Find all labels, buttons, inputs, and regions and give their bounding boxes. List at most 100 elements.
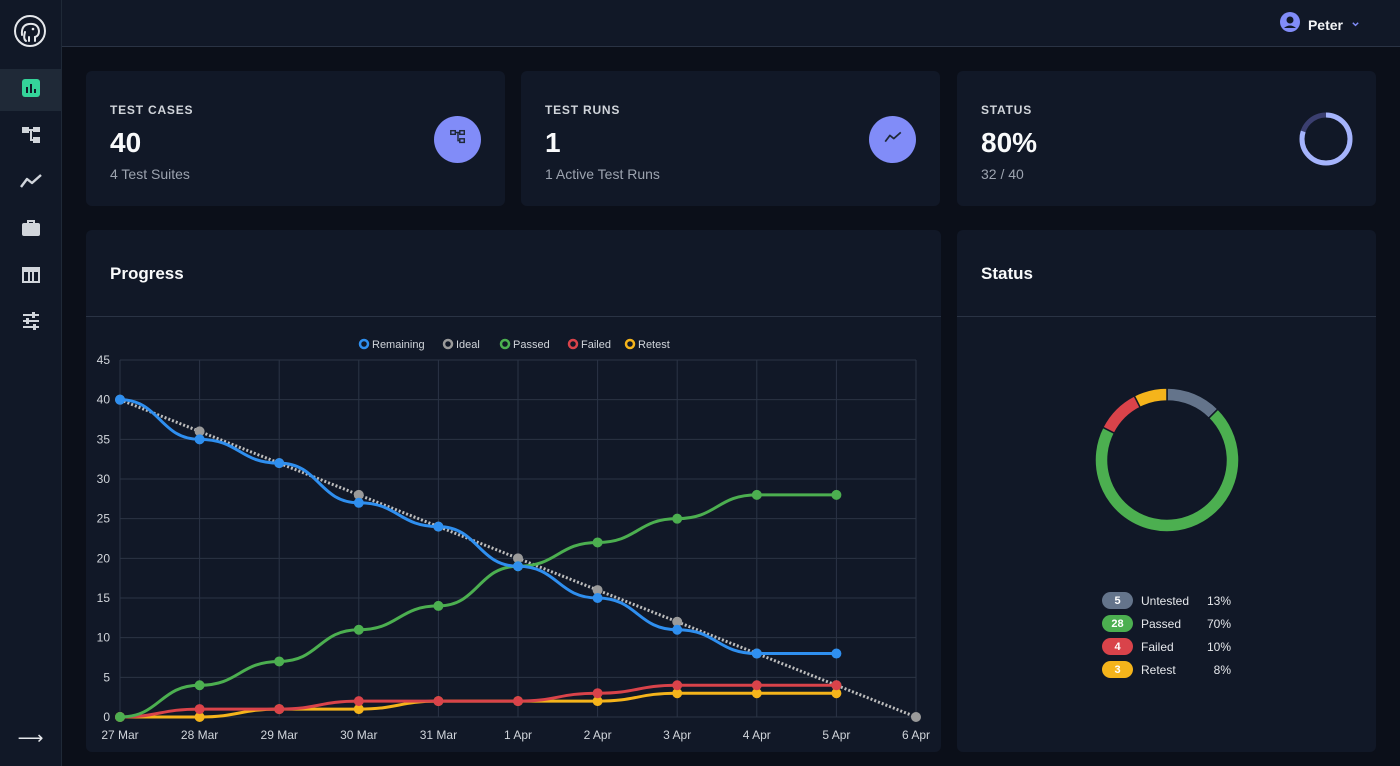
remaining-data-point xyxy=(353,497,364,508)
remaining-data-point xyxy=(274,458,285,469)
y-tick-label: 25 xyxy=(97,512,111,526)
x-tick-label: 1 Apr xyxy=(504,728,532,742)
hierarchy-icon xyxy=(449,128,467,151)
status-panel: Status 5 Untested 13% 28 Passed 70% 4 Failed 10%… xyxy=(957,230,1376,752)
status-panel-title: Status xyxy=(981,264,1033,283)
untested-count-badge: 5 xyxy=(1102,592,1133,609)
passed-data-point xyxy=(274,656,285,667)
nav-item-test-suites[interactable] xyxy=(0,116,61,158)
test-runs-icon-badge xyxy=(869,116,916,163)
failed-legend-label: Failed xyxy=(581,339,611,351)
nav-item-projects[interactable] xyxy=(0,209,61,251)
retest-count-badge: 3 xyxy=(1102,661,1133,678)
untested-percent: 13% xyxy=(1207,593,1232,608)
nav-item-tables[interactable] xyxy=(0,256,61,298)
test-suites-count: 4 Test Suites xyxy=(110,166,190,182)
passed-legend-label: Passed xyxy=(513,339,550,351)
remaining-data-point xyxy=(672,624,683,635)
nav-item-settings[interactable] xyxy=(0,302,61,344)
failed-data-point xyxy=(831,680,842,691)
trend-line-icon xyxy=(19,172,42,195)
active-test-runs: 1 Active Test Runs xyxy=(545,166,660,182)
y-tick-label: 35 xyxy=(97,432,111,446)
x-tick-label: 3 Apr xyxy=(663,728,691,742)
bar-chart-icon xyxy=(21,78,41,103)
retest-series-line xyxy=(119,691,837,719)
status-panel-divider xyxy=(957,316,1376,317)
failed-legend-marker xyxy=(567,338,579,350)
untested-donut-slice xyxy=(1166,387,1219,420)
x-tick-label: 31 Mar xyxy=(420,728,457,742)
failed-data-point xyxy=(274,704,285,715)
ideal-legend-marker xyxy=(442,338,454,350)
passed-percent: 70% xyxy=(1207,616,1232,631)
remaining-data-point xyxy=(433,521,444,532)
x-tick-label: 27 Mar xyxy=(101,728,138,742)
progress-line-chart: 0 5 10 15 20 25 30 35 40 45 27 Mar 28 Mar 29 Mar 30 M… xyxy=(97,338,930,742)
test-cases-card[interactable]: TEST CASES 40 4 Test Suites xyxy=(86,71,505,206)
status-card[interactable]: STATUS 80% 32 / 40 xyxy=(957,71,1376,206)
status-donut-legend: 5 Untested 13% 28 Passed 70% 4 Failed 10% 3 Retest… xyxy=(1102,589,1231,681)
remaining-data-point xyxy=(513,561,523,572)
test-runs-card[interactable]: TEST RUNS 1 1 Active Test Runs xyxy=(521,71,940,206)
passed-data-point xyxy=(592,537,603,548)
ideal-legend-label: Ideal xyxy=(456,339,480,351)
x-tick-label: 6 Apr xyxy=(902,728,930,742)
failed-data-point xyxy=(751,680,762,691)
passed-series-line xyxy=(119,493,837,719)
test-cases-icon-badge xyxy=(434,116,481,163)
chevron-down-icon xyxy=(1351,16,1360,34)
table-icon xyxy=(21,265,41,290)
failed-data-point xyxy=(433,696,444,707)
retest-legend-label: Retest xyxy=(638,339,670,351)
remaining-series-line xyxy=(119,398,837,656)
y-tick-label: 45 xyxy=(97,353,111,367)
passed-legend-row: 28 Passed 70% xyxy=(1102,612,1231,635)
retest-legend-label: Retest xyxy=(1141,662,1176,677)
retest-percent: 8% xyxy=(1213,662,1231,677)
untested-legend-label: Untested xyxy=(1141,593,1190,608)
passed-data-point xyxy=(433,600,444,611)
y-tick-label: 30 xyxy=(97,472,111,486)
nav-item-dashboard[interactable] xyxy=(0,69,61,111)
progress-title: Progress xyxy=(110,264,184,283)
retest-legend-row: 3 Retest 8% xyxy=(1102,658,1231,681)
trend-line-icon xyxy=(884,130,902,149)
remaining-legend-label: Remaining xyxy=(372,339,425,351)
failed-data-point xyxy=(672,680,683,691)
briefcase-icon xyxy=(21,218,41,243)
x-tick-label: 28 Mar xyxy=(181,728,218,742)
y-tick-label: 40 xyxy=(97,393,111,407)
collapse-sidebar-arrow-icon[interactable]: ⟶ xyxy=(17,727,44,748)
status-progress-ring xyxy=(1299,112,1353,166)
failed-series-line xyxy=(119,683,837,719)
passed-data-point xyxy=(751,489,762,500)
x-tick-label: 2 Apr xyxy=(584,728,612,742)
test-runs-value: 1 xyxy=(545,127,561,158)
passed-data-point xyxy=(672,513,683,524)
sidebar: ⟶ xyxy=(0,0,62,766)
failed-data-point xyxy=(194,704,205,715)
test-cases-label: TEST CASES xyxy=(110,103,194,117)
passed-count-badge: 28 xyxy=(1102,615,1133,632)
status-value: 80% xyxy=(981,127,1038,158)
hierarchy-icon xyxy=(21,125,41,150)
elephant-logo-icon[interactable] xyxy=(13,14,47,48)
y-tick-label: 10 xyxy=(97,631,111,645)
chart-legend: Remaining Ideal Passed Failed Retest xyxy=(358,338,670,351)
test-runs-label: TEST RUNS xyxy=(545,103,621,117)
failed-count-badge: 4 xyxy=(1102,638,1133,655)
y-tick-label: 15 xyxy=(97,591,111,605)
remaining-data-point xyxy=(831,648,842,659)
ideal-data-point xyxy=(911,712,921,722)
untested-legend-row: 5 Untested 13% xyxy=(1102,589,1231,612)
nav-item-reports[interactable] xyxy=(0,162,61,204)
user-menu[interactable]: Peter xyxy=(1279,12,1360,37)
sliders-icon xyxy=(21,311,41,336)
y-tick-label: 5 xyxy=(103,670,110,684)
remaining-legend-marker xyxy=(358,338,370,350)
progress-panel: Progress 0 5 10 15 20 25 30 35 40 45 27 Mar 28 Mar 2… xyxy=(86,230,941,752)
status-progress-ring-fill xyxy=(1299,112,1353,166)
passed-legend-label: Passed xyxy=(1141,616,1182,631)
retest-legend-marker xyxy=(624,338,636,350)
